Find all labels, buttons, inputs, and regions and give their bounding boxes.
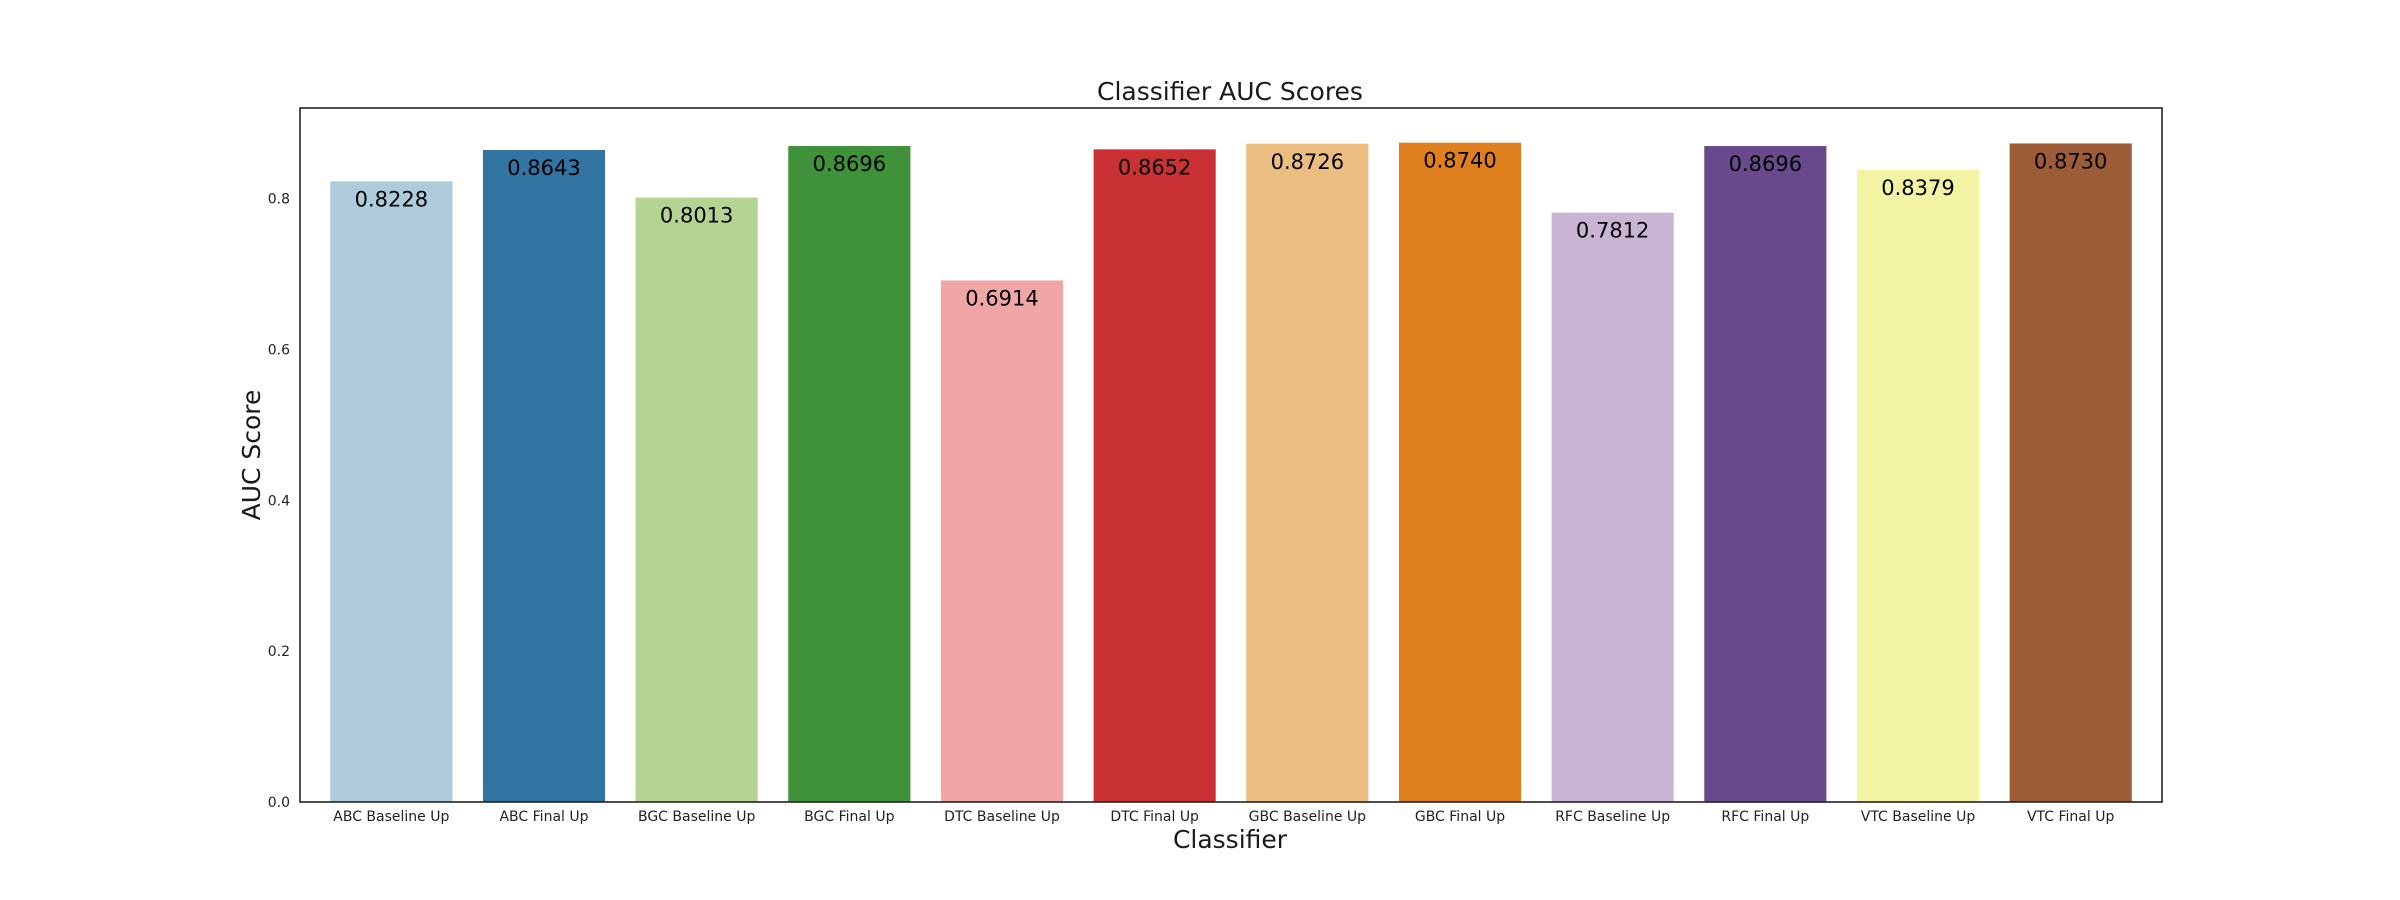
bar-7 xyxy=(1398,142,1522,802)
x-tick-label: VTC Final Up xyxy=(2027,809,2114,825)
bar-4 xyxy=(940,280,1064,802)
bar-3 xyxy=(788,146,911,802)
bar-value-label: 0.8013 xyxy=(660,204,733,228)
y-axis-label: AUC Score xyxy=(237,390,266,521)
bar-2 xyxy=(635,197,758,803)
x-tick-label: RFC Final Up xyxy=(1721,809,1809,825)
bar-10 xyxy=(1856,169,1980,802)
x-tick-label: DTC Final Up xyxy=(1110,809,1199,825)
bar-8 xyxy=(1551,212,1674,802)
chart-title: Classifier AUC Scores xyxy=(1097,77,1363,106)
bar-6 xyxy=(1246,143,1369,802)
bar-value-label: 0.8726 xyxy=(1271,150,1344,174)
bars-layer xyxy=(330,142,2132,803)
bar-9 xyxy=(1704,146,1827,802)
bar-value-label: 0.8696 xyxy=(1729,152,1802,176)
bar-5 xyxy=(1093,149,1216,803)
x-axis-label: Classifier xyxy=(1173,825,1288,854)
y-tick-labels: 0.0 0.2 0.4 0.6 0.8 xyxy=(268,192,290,811)
bar-value-label: 0.8696 xyxy=(813,152,886,176)
x-tick-label: GBC Baseline Up xyxy=(1249,809,1366,825)
x-tick-label: VTC Baseline Up xyxy=(1861,809,1976,825)
x-tick-label: ABC Baseline Up xyxy=(333,809,449,825)
bar-value-label: 0.8228 xyxy=(355,187,428,211)
y-tick-label: 0.2 xyxy=(268,644,290,660)
value-labels-layer: 0.8228 0.8643 0.8013 0.8696 0.6914 0.8652 0.87… xyxy=(355,149,2108,311)
x-tick-label: DTC Baseline Up xyxy=(944,809,1060,825)
plot-area-frame xyxy=(299,107,2163,803)
y-tick-label: 0.8 xyxy=(268,192,290,208)
x-tick-label: BGC Baseline Up xyxy=(638,809,755,825)
bar-value-label: 0.8652 xyxy=(1118,155,1191,179)
bar-value-label: 0.7812 xyxy=(1576,219,1649,243)
bar-value-label: 0.8730 xyxy=(2034,149,2107,173)
x-tick-label: ABC Final Up xyxy=(499,809,588,825)
bar-value-label: 0.8740 xyxy=(1423,149,1496,173)
x-tick-label: RFC Baseline Up xyxy=(1555,809,1670,825)
bar-value-label: 0.8643 xyxy=(507,156,580,180)
x-tick-labels: ABC Baseline Up ABC Final Up BGC Baseline … xyxy=(333,809,2114,825)
bar-value-label: 0.6914 xyxy=(965,286,1038,310)
bar-value-label: 0.8379 xyxy=(1881,176,1954,200)
x-tick-label: GBC Final Up xyxy=(1415,809,1505,825)
y-tick-label: 0.0 xyxy=(268,795,290,811)
bar-1 xyxy=(482,150,606,802)
bar-0 xyxy=(330,181,453,802)
x-tick-label: BGC Final Up xyxy=(804,809,894,825)
y-tick-label: 0.6 xyxy=(268,342,290,358)
bar-11 xyxy=(2009,143,2132,802)
y-tick-label: 0.4 xyxy=(268,493,290,509)
